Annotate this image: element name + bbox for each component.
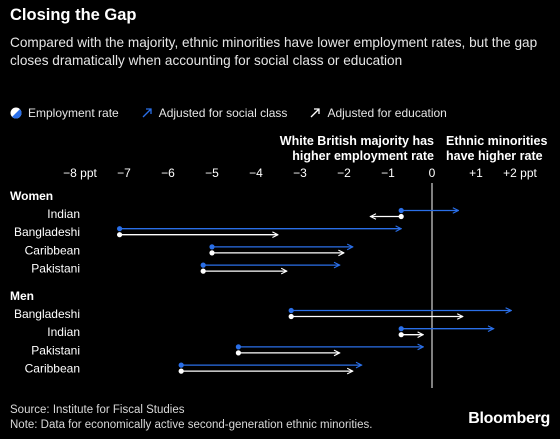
- source-note: Source: Institute for Fiscal Studies: [10, 404, 185, 416]
- chart-title: Closing the Gap: [10, 6, 137, 24]
- employment-rate-dot: [398, 326, 404, 332]
- row-label: Bangladeshi: [14, 225, 80, 239]
- annotation-right-line1: Ethnic minorities: [446, 134, 547, 148]
- x-tick-label: −7: [117, 166, 131, 180]
- employment-rate-dot: [398, 332, 404, 338]
- row-label: Indian: [47, 325, 80, 339]
- legend: Employment rate Adjusted for social clas…: [10, 104, 469, 122]
- employment-rate-dot: [398, 207, 404, 214]
- legend-employment-rate-label: Employment rate: [28, 106, 119, 120]
- education-arrow-icon: [310, 108, 321, 118]
- x-tick-label: −8 ppt: [63, 166, 97, 180]
- annotation-left-line1: White British majority has: [280, 134, 434, 148]
- chart-rows: Women Indian Bangladeshi Caribbean Pakistani…: [10, 189, 511, 376]
- employment-rate-dot: [288, 313, 294, 320]
- social-class-arrow-icon: [142, 108, 152, 118]
- footnote: Note: Data for economically active secon…: [10, 419, 373, 431]
- employment-rate-dot: [235, 344, 241, 350]
- legend-social-class-label: Adjusted for social class: [158, 106, 288, 120]
- row-label: Caribbean: [25, 243, 80, 257]
- employment-rate-dot: [200, 262, 206, 268]
- annotation-left-line2: higher employment rate: [292, 149, 434, 163]
- employment-rate-dot: [288, 307, 294, 314]
- x-axis-ticks: −8 ppt −7 −6 −5 −4 −3 −2 −1 0 +1 +2 ppt: [63, 166, 537, 180]
- employment-rate-dot-icon: [10, 107, 22, 119]
- employment-rate-dot: [209, 244, 215, 250]
- x-tick-label: +2 ppt: [503, 166, 537, 180]
- x-tick-label: −4: [249, 166, 263, 180]
- employment-rate-dot: [178, 368, 184, 374]
- chart-subtitle: Compared with the majority, ethnic minor…: [10, 35, 538, 68]
- legend-employment-rate: Employment rate: [10, 106, 119, 120]
- employment-rate-dot: [398, 213, 404, 220]
- row-label: Caribbean: [25, 362, 80, 376]
- row-label: Pakistani: [31, 343, 80, 357]
- x-tick-label: −6: [161, 166, 175, 180]
- employment-rate-dot: [117, 232, 123, 238]
- employment-rate-dot: [235, 350, 241, 356]
- row-label: Indian: [47, 207, 80, 221]
- x-tick-label: −2: [337, 166, 351, 180]
- annotation-right-line2: have higher rate: [446, 149, 543, 163]
- employment-rate-dot: [209, 250, 215, 256]
- bloomberg-logo: Bloomberg: [468, 410, 550, 427]
- legend-education: Adjusted for education: [309, 106, 447, 120]
- employment-rate-dot: [200, 268, 206, 274]
- legend-education-label: Adjusted for education: [327, 106, 447, 120]
- employment-rate-dot: [178, 362, 184, 368]
- group-label: Women: [10, 189, 53, 203]
- employment-rate-dot: [117, 226, 123, 232]
- x-tick-label: +1: [469, 166, 483, 180]
- x-tick-label: −3: [293, 166, 307, 180]
- group-label: Men: [10, 289, 34, 303]
- x-tick-label: 0: [429, 166, 436, 180]
- x-tick-label: −5: [205, 166, 219, 180]
- row-label: Pakistani: [31, 262, 80, 276]
- legend-social-class: Adjusted for social class: [141, 106, 288, 120]
- row-label: Bangladeshi: [14, 307, 80, 321]
- x-tick-label: −1: [381, 166, 395, 180]
